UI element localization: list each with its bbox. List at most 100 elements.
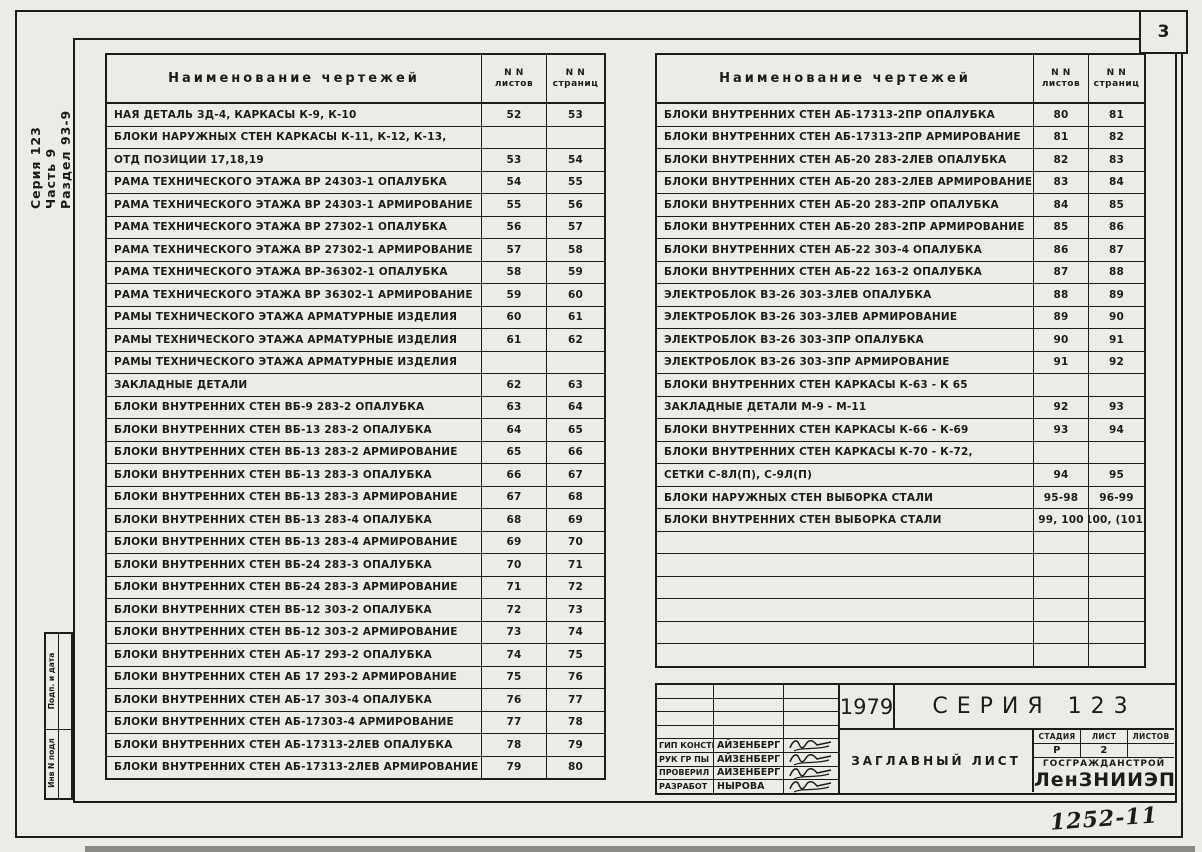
drawing-name-cell: Электроблок ВЗ-26 303-3лев Армирование	[657, 306, 1034, 329]
person-name-cell: Айзенберг	[714, 752, 784, 766]
drawing-name-cell: Блоки внутренних стен АБ-20 283-2пр Опал…	[657, 194, 1034, 216]
sheet-numbers-cell: 73	[482, 621, 547, 643]
role-cell: Разработ	[657, 780, 714, 793]
sheet-number-value: 2	[1081, 744, 1128, 757]
table-body: Блоки внутренних стен АБ-17313-2пр Опалу…	[657, 104, 1144, 666]
table-row: Блоки внутренних стен ВБ-13 283-2 Опалуб…	[107, 419, 604, 442]
table-row: Блоки внутренних стен АБ-22 163-2 Опалуб…	[657, 261, 1144, 285]
sheet-numbers-cell: 63	[482, 396, 547, 418]
series-line: Серия 123	[28, 126, 43, 209]
sheet-numbers-cell	[1034, 441, 1089, 464]
page-numbers-cell	[547, 352, 604, 374]
drawing-name-cell: Блоки внутренних стен ВБ-12 303-2 Опалуб…	[107, 599, 482, 621]
table-row: Блоки внутренних стен АБ-20 283-2пр Арми…	[657, 216, 1144, 240]
sheet-numbers-cell: 86	[1034, 239, 1089, 261]
table-row: Блоки внутренних стен АБ-17313-2пр Опалу…	[657, 104, 1144, 127]
column-header-sheets: N N листов	[482, 55, 547, 102]
drawing-name-cell: Электроблок ВЗ-26 303-3пр Опалубка	[657, 329, 1034, 351]
role-cell: ГИП констр.	[657, 739, 714, 752]
empty-row	[657, 685, 838, 699]
page-numbers-cell	[1089, 577, 1144, 599]
sheet-numbers-cell: 72	[482, 599, 547, 621]
drawing-name-cell: Рамы технического этажа Арматурные издел…	[107, 329, 482, 351]
sheet-numbers-cell: 71	[482, 576, 547, 598]
sheet-numbers-cell	[1034, 599, 1089, 621]
table-row: Рамы технического этажа Арматурные издел…	[107, 329, 604, 352]
column-header-pages: N N страниц	[1089, 55, 1144, 102]
drawing-name-cell: Блоки внутренних стен АБ-17313-2пр Опалу…	[657, 104, 1034, 126]
page-numbers-cell: 86	[1108, 221, 1124, 234]
sheet-numbers-cell: 64	[482, 419, 547, 441]
sheet-numbers-cell: 79	[482, 756, 547, 778]
table-row: Блоки внутренних стен АБ-17303-4 Армиров…	[107, 711, 604, 734]
table-row: Закладные детали М-9 - М-11 92 93	[657, 396, 1144, 420]
drawing-name-cell: Рама технического этажа ВР 27302-1 Опалу…	[107, 216, 482, 238]
pages-label: страниц	[1093, 78, 1140, 89]
stage-column-header: лист	[1081, 730, 1128, 743]
sheet-numbers-cell: 83	[1034, 171, 1089, 194]
institute-name: ЛенЗНИИЭП	[1034, 769, 1176, 791]
sheet-numbers-cell: 62	[482, 374, 547, 396]
page-numbers-cell	[1089, 644, 1144, 666]
person-name-cell: Нырова	[714, 780, 784, 793]
sheet-numbers-cell: 77	[482, 711, 547, 733]
drawing-name-cell: сетки С-8л(п), С-9л(п)	[657, 464, 1034, 486]
drawing-name-cell: Блоки внутренних стен АБ-17313-2лев Арми…	[107, 756, 482, 778]
page-numbers-cell: 71	[567, 558, 583, 571]
table-row: Электроблок ВЗ-26 303-3пр Армирование 91…	[657, 351, 1144, 375]
drawing-name-cell	[657, 554, 1034, 576]
page-numbers-cell: 90	[1108, 311, 1124, 324]
drawing-name-cell: Блоки внутренних стен ВБ-12 303-2 Армиро…	[107, 621, 482, 643]
drawing-name-cell: Рама технического этажа ВР 24303-1 Опалу…	[107, 171, 482, 193]
page-numbers-cell: 72	[567, 581, 583, 594]
page-numbers-cell	[1089, 554, 1144, 576]
nn-label: N N	[504, 67, 524, 78]
table-row: Блоки внутренних стен ВБ-13 283-3 Армиро…	[107, 486, 604, 509]
sheet-numbers-cell: 84	[1034, 194, 1089, 216]
page-numbers-cell: 75	[567, 648, 583, 661]
stage-value: Р	[1034, 744, 1081, 757]
table-header: Наименование чертежей N N листов N N стр…	[657, 55, 1144, 104]
drawing-name-cell: Блоки внутренних стен АБ-17313-2лев Опал…	[107, 734, 482, 756]
table-row	[657, 599, 1144, 622]
sheet-numbers-cell: 57	[482, 239, 547, 261]
drawing-frame	[73, 38, 1177, 803]
sheet-numbers-cell: 91	[1034, 351, 1089, 374]
person-name-cell: Айзенберг	[714, 766, 784, 780]
drawing-name-cell: Блоки внутренних стен ВБ-24 283-3 Армиро…	[107, 576, 482, 598]
title-block: ГИП констр. Айзенберг Рук гр пы Айзенбер…	[655, 683, 1177, 795]
table-row: Блоки внутренних стен АБ 17 293-2 Армиро…	[107, 666, 604, 689]
page-numbers-cell: 79	[567, 738, 583, 751]
drawing-name-cell: Блоки внутренних стен АБ-22 163-2 Опалуб…	[657, 261, 1034, 284]
page-numbers-cell: 76	[567, 671, 583, 684]
page-numbers-cell: 69	[567, 513, 583, 526]
sheet-numbers-cell: 85	[1034, 216, 1089, 239]
sheets-label: листов	[1041, 78, 1081, 89]
table-row: Блоки внутренних стен ВБ-13 283-2 Армиро…	[107, 441, 604, 464]
page-numbers-cell: 92	[1108, 356, 1124, 369]
table-row: Блоки внутренних стен АБ-17313-2лев Арми…	[107, 756, 604, 778]
sheet-numbers-cell: 67	[482, 486, 547, 508]
page-numbers-cell: 78	[567, 716, 583, 729]
sheet-numbers-cell	[482, 126, 547, 148]
sheet-numbers-cell: 69	[482, 531, 547, 553]
page-numbers-cell: 88	[1108, 266, 1124, 279]
sheets-total-value	[1128, 744, 1174, 757]
sheet-numbers-cell: 53	[482, 149, 547, 171]
sheet-numbers-cell	[1034, 576, 1089, 599]
drawing-name-cell: ная деталь ЗД-4, Каркасы К-9, К-10	[107, 104, 482, 126]
page-numbers-cell: 95	[1108, 469, 1124, 481]
table-row	[657, 531, 1144, 555]
table-row: Блоки внутренних стен ВБ-13 283-4 Опалуб…	[107, 509, 604, 532]
signature-cell	[784, 780, 838, 793]
table-row: Блоки наружных стен Выборка стали 95-98 …	[657, 486, 1144, 510]
page-numbers-cell: 96-99	[1099, 491, 1134, 504]
stage-values-row: Р 2	[1034, 744, 1174, 758]
sheet-numbers-cell: 66	[482, 464, 547, 486]
table-row: Рама технического этажа ВР-36302-1 Опалу…	[107, 261, 604, 284]
stage-column-header: стадия	[1034, 730, 1081, 743]
drawing-name-cell: Блоки внутренних стен ВБ-13 283-4 Опалуб…	[107, 509, 482, 531]
signature-date-label: Подп. и дата	[47, 652, 56, 710]
stamp-box-divider	[58, 634, 60, 798]
table-row: Блоки внутренних стен Каркасы К-63 - К 6…	[657, 374, 1144, 397]
